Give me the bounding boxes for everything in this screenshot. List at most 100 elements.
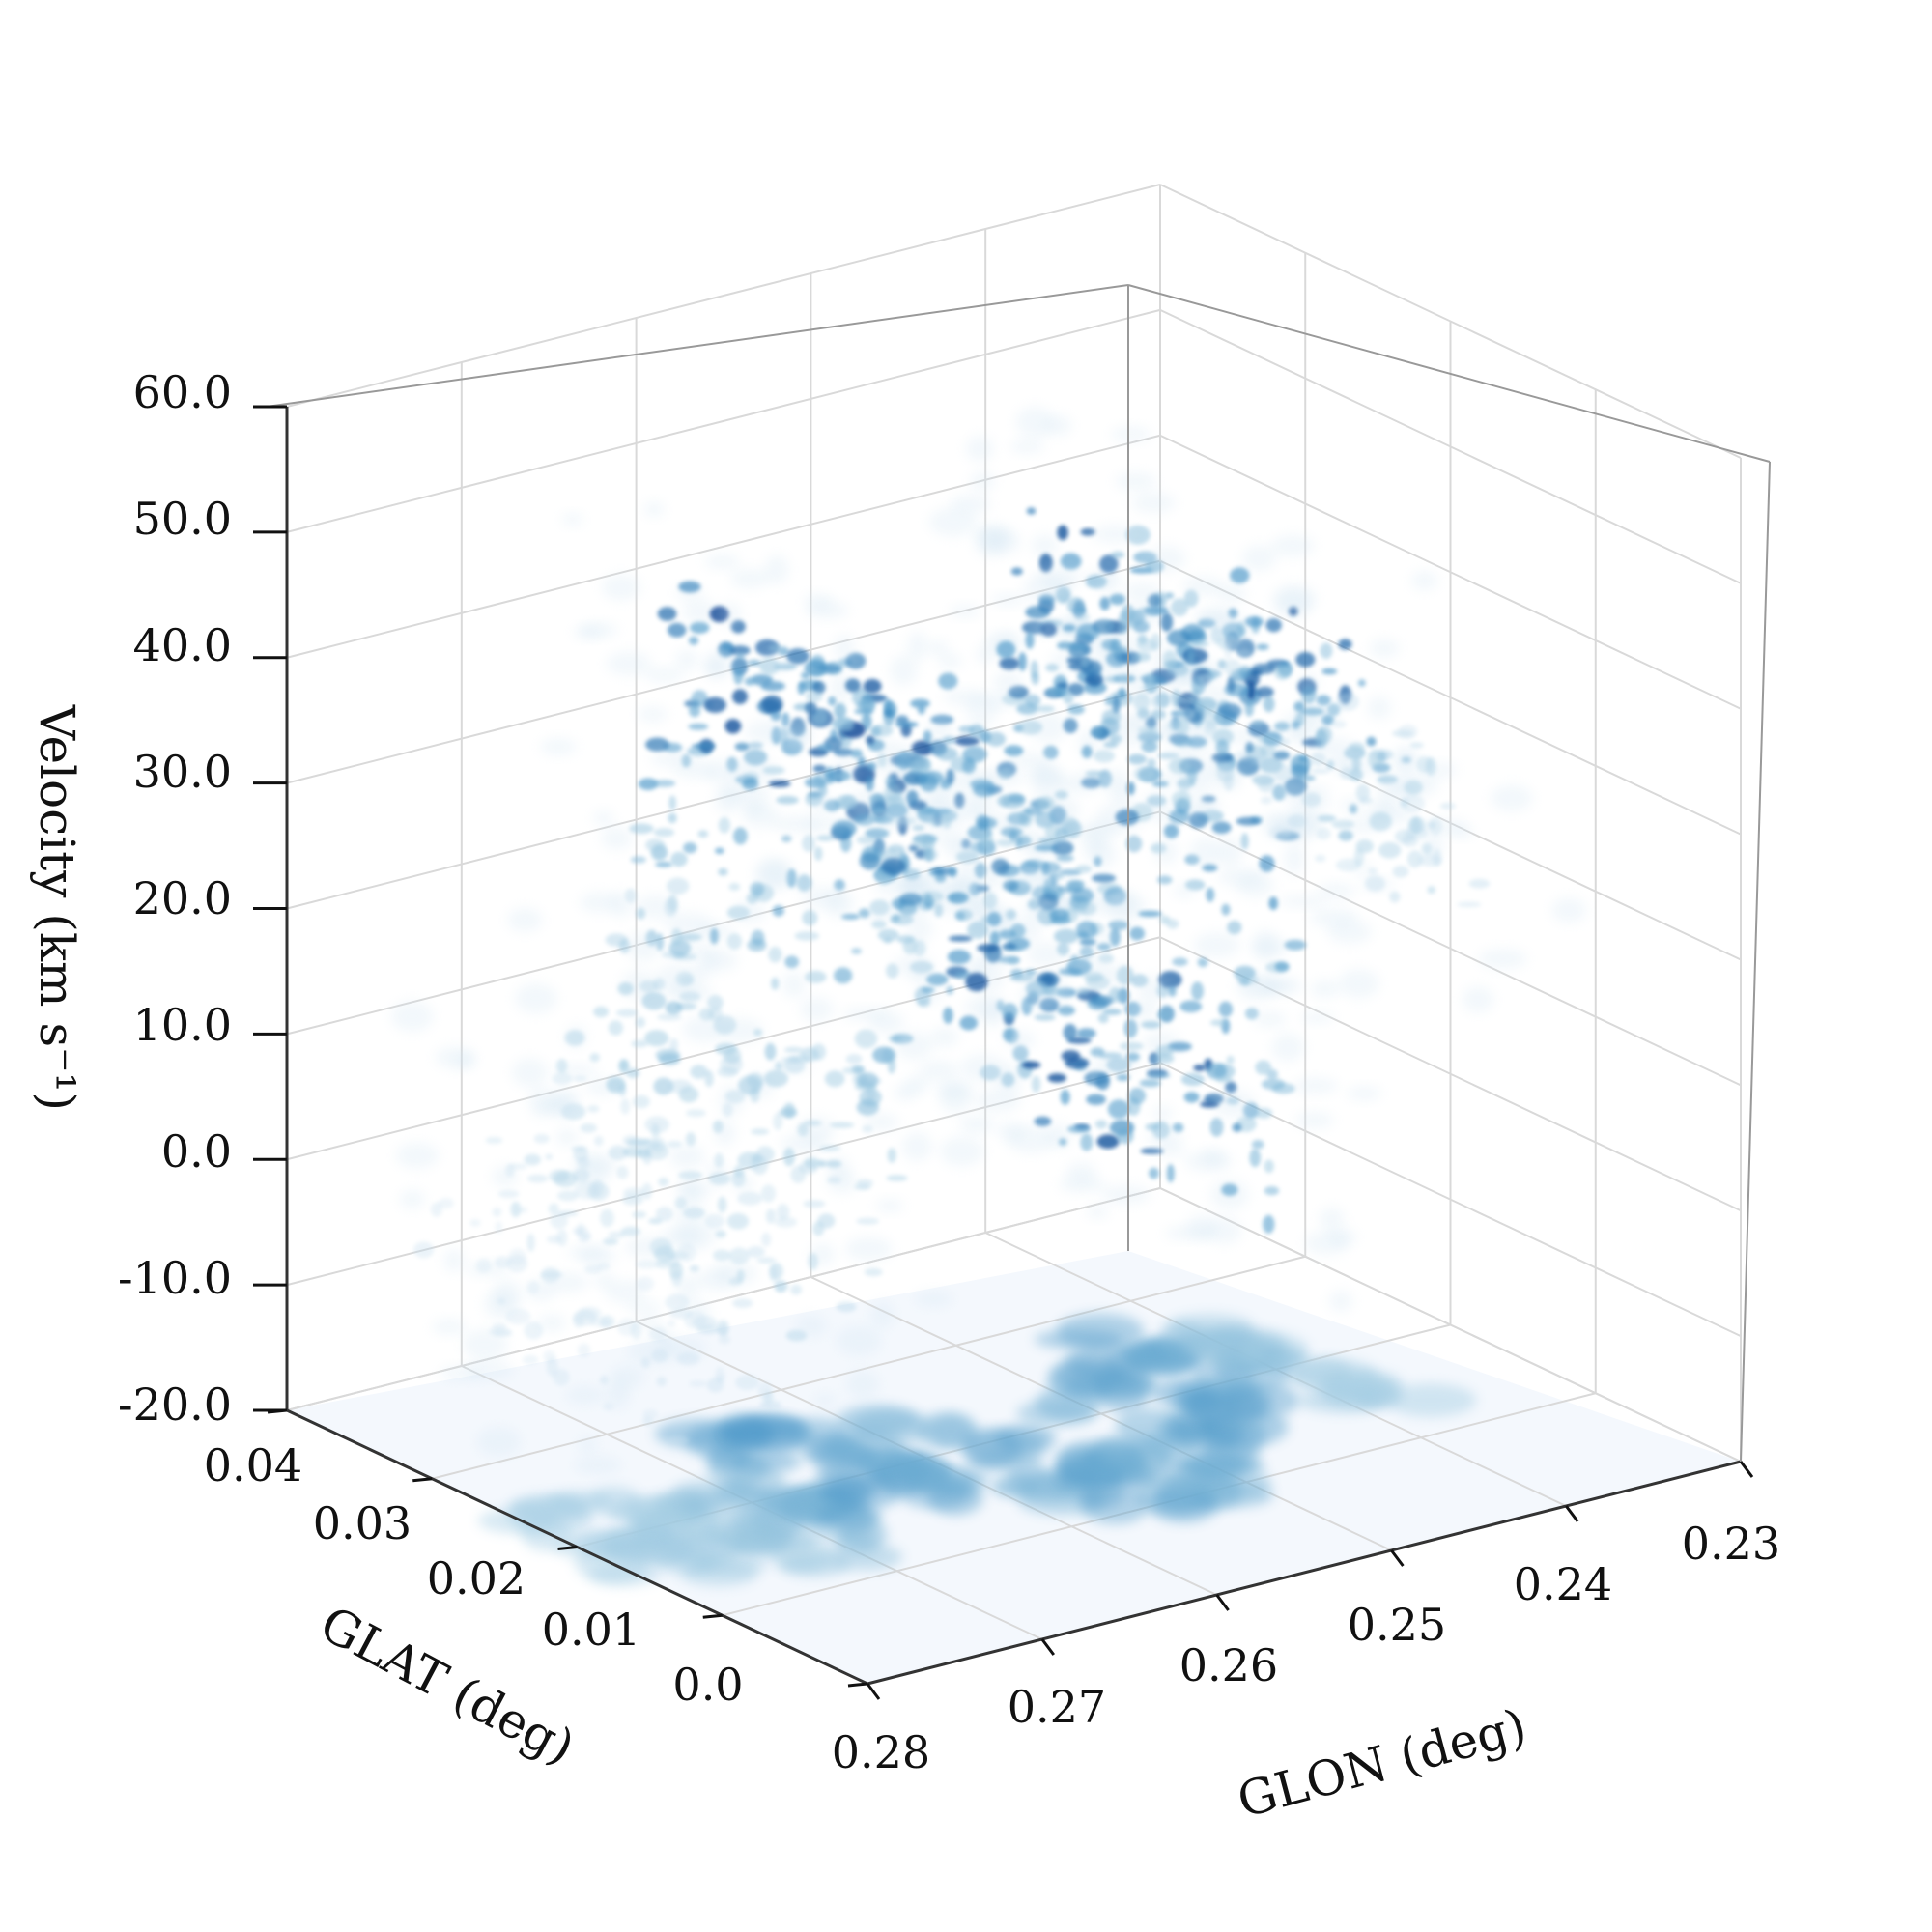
emission-point [1237, 666, 1253, 678]
emission-point [1268, 896, 1279, 910]
emission-point [980, 833, 994, 848]
emission-haze [947, 839, 985, 863]
emission-point [763, 1069, 789, 1088]
emission-point [962, 746, 987, 763]
emission-point [485, 1136, 503, 1145]
emission-point [751, 1154, 769, 1175]
emission-point [1244, 616, 1264, 628]
emission-haze [1031, 763, 1060, 787]
emission-haze [638, 706, 668, 723]
emission-point [1236, 648, 1252, 657]
emission-point [989, 930, 1001, 946]
emission-haze [901, 1132, 932, 1161]
emission-point [556, 1190, 579, 1202]
emission-point [748, 742, 764, 749]
emission-point [836, 1301, 857, 1313]
y-tick-label: 0.03 [313, 1497, 412, 1549]
emission-point [1037, 796, 1056, 810]
emission-haze [576, 1158, 611, 1187]
emission-point [655, 861, 672, 868]
emission-point [803, 1200, 826, 1208]
emission-point [954, 735, 980, 747]
emission-point [689, 704, 700, 718]
emission-haze [1241, 545, 1277, 572]
emission-point [653, 1077, 674, 1095]
emission-point [1001, 1003, 1018, 1020]
x-tick-label: 0.25 [1348, 1599, 1446, 1651]
emission-point [748, 659, 761, 667]
emission-point [546, 1357, 558, 1377]
emission-point [573, 1075, 587, 1082]
emission-haze [526, 1279, 556, 1302]
emission-point [1151, 695, 1168, 709]
z-tick-label: -10.0 [118, 1252, 232, 1304]
glat-axis-ticks: 0.04 0.03 0.02 0.01 0.0 [204, 1439, 744, 1711]
emission-haze [1271, 1033, 1305, 1062]
emission-point [1389, 891, 1401, 903]
emission-point [718, 1334, 731, 1345]
floor-map-blob [849, 1409, 932, 1445]
emission-haze [791, 877, 812, 890]
emission-point [1119, 1041, 1144, 1051]
emission-haze [1490, 784, 1533, 811]
emission-point [1355, 783, 1371, 802]
emission-point [1166, 1164, 1175, 1183]
emission-point [1207, 1063, 1227, 1080]
emission-point [756, 1257, 777, 1264]
emission-haze [1115, 472, 1157, 491]
emission-haze [753, 858, 790, 889]
emission-point [947, 950, 972, 965]
emission-haze [676, 1183, 713, 1200]
emission-point [555, 1058, 568, 1074]
emission-point [985, 731, 1007, 747]
emission-point [722, 643, 733, 652]
emission-point [635, 1016, 646, 1028]
emission-point [886, 1175, 908, 1181]
emission-point [1024, 859, 1045, 868]
emission-point [955, 911, 966, 921]
emission-point [645, 737, 669, 752]
emission-point [1104, 696, 1114, 706]
emission-point [808, 1252, 818, 1270]
emission-haze [1290, 724, 1312, 745]
emission-point [1127, 753, 1147, 765]
emission-point [887, 844, 905, 854]
emission-haze [961, 895, 984, 910]
emission-haze [1120, 713, 1151, 727]
floor-map-blob [995, 1424, 1057, 1454]
emission-point [968, 724, 984, 738]
emission-point [713, 1015, 737, 1035]
emission-point [949, 867, 957, 878]
emission-point [1101, 709, 1122, 724]
emission-point [1392, 866, 1409, 878]
emission-haze [580, 892, 619, 913]
emission-haze [605, 1280, 648, 1303]
emission-point [836, 717, 855, 733]
emission-point [617, 981, 634, 996]
emission-point [776, 795, 799, 805]
emission-point [771, 977, 780, 990]
emission-point [856, 1179, 874, 1188]
emission-point [834, 879, 845, 892]
emission-point [718, 1323, 728, 1336]
emission-point [760, 681, 785, 692]
emission-haze [1284, 842, 1305, 874]
emission-point [732, 689, 748, 705]
emission-point [1349, 742, 1365, 752]
emission-haze [1087, 1205, 1109, 1219]
emission-point [1193, 1065, 1206, 1071]
emission-haze [1270, 534, 1315, 557]
emission-haze [432, 1319, 467, 1335]
emission-point [1263, 1214, 1275, 1234]
emission-haze [1174, 883, 1196, 898]
right-edge-line [1740, 461, 1771, 1463]
emission-point [522, 1354, 539, 1365]
emission-point [1058, 1138, 1067, 1146]
emission-point [492, 1207, 502, 1217]
emission-point [619, 1060, 629, 1071]
emission-haze [515, 983, 557, 1014]
emission-point [657, 607, 677, 621]
emission-point [1186, 648, 1195, 664]
y-tick-mark [267, 1408, 288, 1414]
